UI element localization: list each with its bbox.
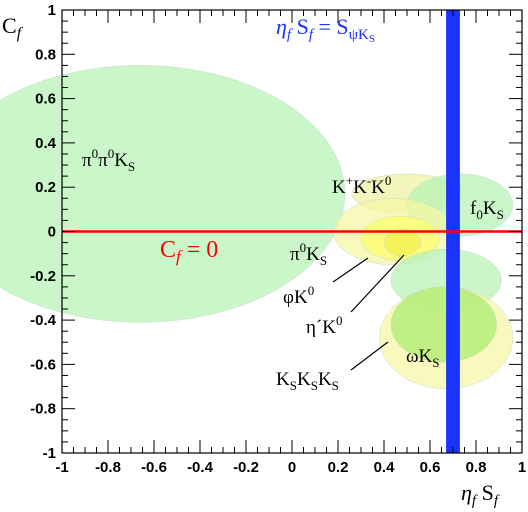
x-tick-label: -1 [55, 459, 68, 476]
y-tick-label: 0 [48, 224, 56, 241]
y-tick-label: -0.2 [30, 268, 56, 285]
label-pi0pi0ks: π0π0KS [82, 146, 135, 174]
x-tick-label: 0 [288, 459, 296, 476]
leader-ksksks [350, 341, 389, 371]
x-tick-label: -0.2 [233, 459, 259, 476]
psi-ks-label: ηf Sf = SψKS [276, 14, 375, 45]
y-axis-title: Cf [2, 13, 24, 42]
axis-tick-labels: -1 -0.8 -0.6 -0.4 -0.2 0 0.2 0.4 0.6 0.8 1 -1 -0.8 -0… [30, 2, 526, 476]
label-pi0ks: π0KS [290, 240, 327, 268]
x-axis-title: ηf Sf [461, 480, 500, 509]
uncertainty-regions [0, 65, 514, 390]
leader-etak0 [350, 254, 405, 313]
x-tick-label: -0.8 [95, 459, 121, 476]
y-tick-label: 0.4 [35, 135, 57, 152]
y-tick-label: -0.8 [30, 401, 56, 418]
x-tick-label: -0.4 [187, 459, 214, 476]
y-tick-label: 0.2 [35, 179, 56, 196]
y-tick-label: 0.8 [35, 46, 56, 63]
x-tick-label: 0.6 [420, 459, 441, 476]
label-phik0: φK0 [283, 283, 314, 308]
x-tick-label: 0.2 [328, 459, 349, 476]
y-tick-label: 0.6 [35, 91, 56, 108]
axis-ticks [61, 9, 523, 454]
x-tick-label: 0.8 [466, 459, 487, 476]
x-tick-label: 1 [518, 459, 526, 476]
y-tick-label: -0.4 [30, 312, 57, 329]
leader-lines [332, 254, 405, 371]
cf-zero-label: Cf = 0 [160, 237, 218, 266]
y-tick-label: -0.6 [30, 356, 56, 373]
label-ksksks: KSKSKS [276, 369, 339, 393]
region-0 [0, 65, 346, 323]
y-tick-label: 1 [48, 2, 56, 19]
label-f0ks: f0KS [470, 198, 504, 222]
label-etak0: η´K0 [306, 313, 342, 338]
region-8 [390, 286, 497, 363]
x-tick-label: 0.4 [374, 459, 396, 476]
x-tick-label: -0.6 [141, 459, 167, 476]
region-5 [383, 229, 422, 257]
y-tick-label: -1 [43, 445, 56, 462]
label-omegaks: ωKS [406, 346, 439, 370]
leader-phik0 [332, 257, 369, 283]
label-kpkmk0: K+K-K0 [332, 173, 391, 198]
